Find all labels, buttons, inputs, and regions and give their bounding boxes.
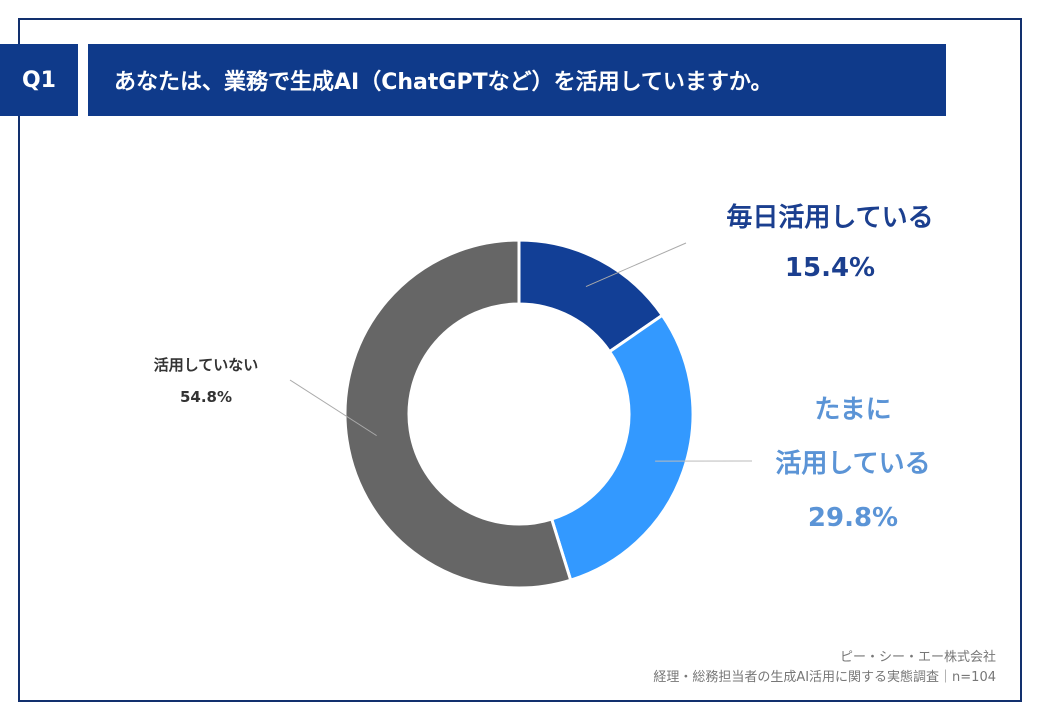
footer-company: ピー・シー・エー株式会社: [839, 650, 996, 665]
slice-label-1-line-1: 毎日活用している: [726, 203, 933, 233]
slice-label-2-line-2: 活用している: [775, 449, 930, 479]
slice-label-3-line-1: 活用していない: [154, 356, 259, 374]
question-number-badge: Q1: [0, 44, 78, 116]
question-title: あなたは、業務で生成AI（ChatGPTなど）を活用していますか。: [88, 44, 946, 116]
leader-line-3: [289, 379, 377, 437]
slice-value-1: 15.4%: [785, 253, 875, 283]
slice-value-2: 29.8%: [808, 503, 898, 533]
donut-slice-3: [343, 238, 573, 590]
leader-lines: [289, 242, 753, 462]
donut-slices: [343, 238, 695, 590]
chart-frame: [18, 18, 1022, 702]
leader-line-1: [585, 242, 687, 287]
donut-slice-2: [549, 313, 695, 583]
slice-value-3: 54.8%: [180, 388, 232, 406]
footer-survey-note: 経理・総務担当者の生成AI活用に関する実態調査｜n=104: [653, 670, 996, 685]
slice-label-2-line-1: たまに: [814, 395, 891, 425]
